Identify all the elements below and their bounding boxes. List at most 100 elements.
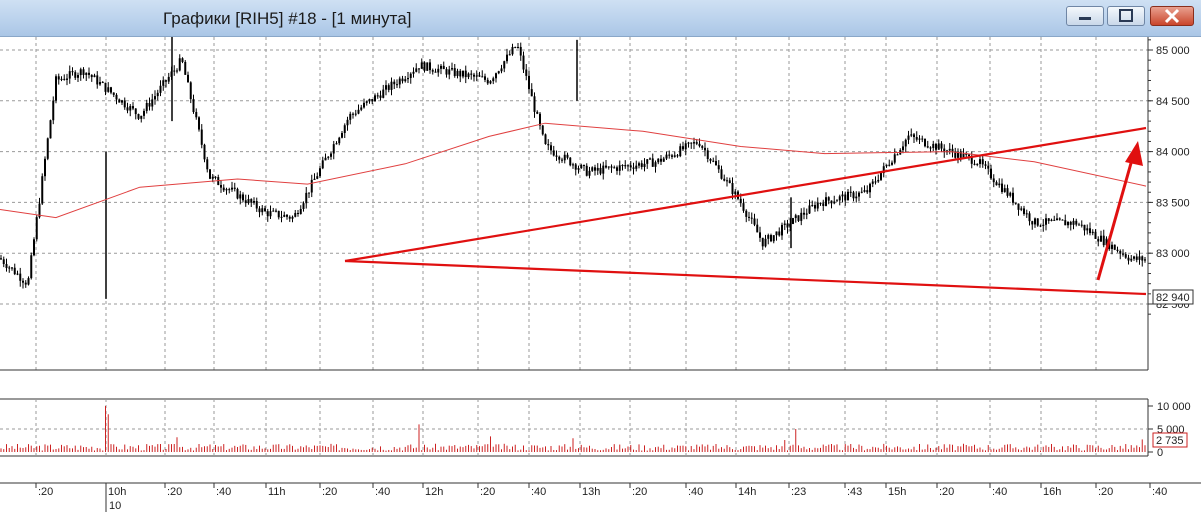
candle-body bbox=[836, 200, 838, 202]
candle-body bbox=[770, 235, 772, 242]
time-tick-label: :40 bbox=[992, 486, 1007, 498]
candle-body bbox=[1034, 218, 1036, 225]
candle-body bbox=[52, 100, 55, 121]
candle-body bbox=[426, 62, 429, 71]
candle-body bbox=[550, 145, 552, 151]
candle-body bbox=[657, 158, 660, 163]
candle-body bbox=[877, 179, 880, 182]
candle-body bbox=[189, 82, 192, 100]
candle-body bbox=[316, 176, 319, 179]
candle-body bbox=[71, 71, 74, 73]
candle-body bbox=[792, 218, 794, 224]
candle-body bbox=[855, 196, 858, 199]
maximize-button[interactable] bbox=[1107, 6, 1145, 26]
candle-body bbox=[572, 164, 574, 166]
candle-body bbox=[497, 71, 500, 74]
candle-body bbox=[242, 194, 244, 201]
candle-body bbox=[720, 169, 723, 179]
candle-body bbox=[561, 159, 563, 161]
candle-body bbox=[530, 89, 533, 97]
candle-body bbox=[437, 68, 440, 73]
candle-body bbox=[434, 71, 437, 73]
candle-body bbox=[63, 78, 66, 80]
time-tick-label: :20 bbox=[480, 486, 495, 498]
time-tick-label: :40 bbox=[1152, 486, 1167, 498]
candle-body bbox=[948, 148, 951, 151]
candle-body bbox=[385, 85, 387, 90]
candle-body bbox=[992, 178, 995, 183]
candle-body bbox=[148, 103, 151, 107]
candle-body bbox=[976, 163, 979, 165]
close-button[interactable] bbox=[1150, 6, 1194, 26]
candle-body bbox=[220, 185, 222, 188]
time-tick-label: :20 bbox=[939, 486, 954, 498]
candle-body bbox=[1111, 244, 1113, 249]
candle-body bbox=[528, 75, 530, 90]
candle-body bbox=[580, 165, 583, 169]
candle-body bbox=[30, 255, 33, 279]
candle-body bbox=[165, 80, 167, 82]
candle-body bbox=[360, 107, 363, 110]
candle-body bbox=[891, 162, 893, 165]
candle-body bbox=[38, 203, 41, 218]
candle-body bbox=[753, 218, 756, 225]
candle-body bbox=[371, 99, 374, 102]
candle-body bbox=[748, 216, 750, 218]
candle-body bbox=[860, 191, 863, 193]
candle-body bbox=[374, 95, 376, 102]
forecast-arrow bbox=[1096, 148, 1137, 281]
candle-body bbox=[481, 76, 484, 78]
candle-body bbox=[198, 117, 200, 130]
candle-body bbox=[827, 197, 830, 201]
candle-body bbox=[96, 75, 99, 85]
candle-body bbox=[451, 68, 453, 70]
time-tick-label: 16h bbox=[1043, 486, 1061, 498]
candle-body bbox=[1144, 259, 1146, 261]
close-icon bbox=[1164, 8, 1180, 24]
candle-body bbox=[610, 166, 613, 168]
candle-body bbox=[935, 143, 937, 150]
candle-body bbox=[915, 137, 918, 140]
candle-body bbox=[343, 125, 346, 134]
candle-body bbox=[767, 235, 770, 239]
candle-body bbox=[1080, 224, 1083, 226]
candle-body bbox=[1045, 218, 1047, 225]
candle-body bbox=[1122, 253, 1124, 255]
candle-body bbox=[618, 165, 621, 171]
candle-body bbox=[431, 70, 434, 72]
candle-body bbox=[541, 125, 544, 135]
candle-body bbox=[717, 165, 720, 170]
candle-body bbox=[728, 180, 731, 184]
candle-body bbox=[55, 76, 57, 101]
minimize-button[interactable] bbox=[1066, 6, 1104, 26]
candle-body bbox=[396, 84, 398, 86]
candle-body bbox=[66, 78, 68, 80]
candle-body bbox=[1028, 213, 1031, 222]
candle-body bbox=[866, 190, 869, 193]
volume-chart[interactable]: 10 000 5 000 0 2 735 bbox=[0, 396, 1201, 460]
candle-body bbox=[1061, 219, 1064, 221]
candle-body bbox=[511, 47, 514, 55]
candle-body bbox=[907, 135, 910, 140]
price-tick-label: 83 000 bbox=[1156, 248, 1190, 260]
time-tick-label: :40 bbox=[375, 486, 390, 498]
candle-body bbox=[566, 154, 569, 158]
candle-body bbox=[500, 68, 503, 72]
candle-body bbox=[418, 68, 420, 70]
candle-body bbox=[651, 158, 654, 167]
candle-body bbox=[1056, 218, 1058, 221]
candle-body bbox=[750, 217, 753, 219]
candle-body bbox=[1012, 192, 1014, 203]
candle-body bbox=[844, 194, 847, 201]
candle-body bbox=[1127, 257, 1130, 261]
date-label: 10 bbox=[109, 500, 121, 512]
time-tick-label: :20 bbox=[322, 486, 337, 498]
candle-body bbox=[1102, 235, 1105, 246]
candle-body bbox=[638, 163, 640, 166]
candle-body bbox=[2, 259, 5, 265]
candle-body bbox=[781, 224, 783, 236]
candle-body bbox=[1100, 235, 1102, 242]
candle-body bbox=[1003, 188, 1006, 192]
